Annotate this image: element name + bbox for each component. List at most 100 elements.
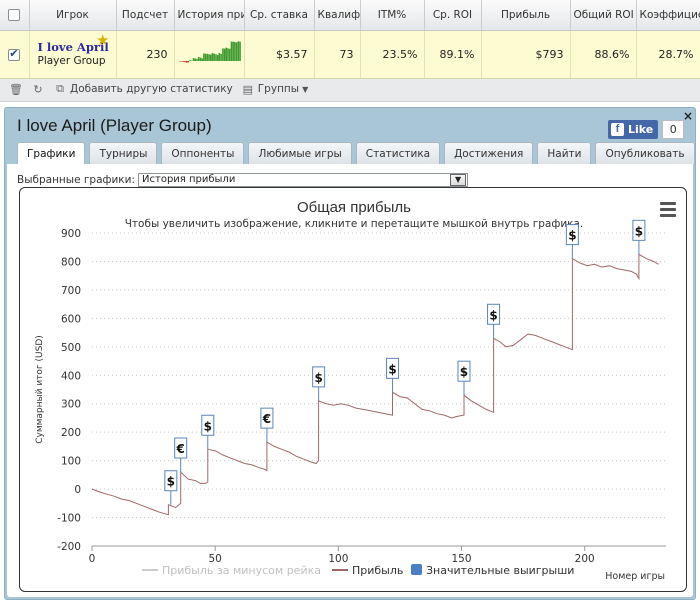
sparkline-bar	[181, 60, 184, 62]
col-header-itm[interactable]: ITM%	[360, 0, 425, 31]
col-header-avg-stake[interactable]: Ср. ставка	[244, 0, 315, 31]
tab-statistics[interactable]: Статистика	[355, 142, 441, 164]
col-header-player[interactable]: Игрок	[29, 0, 117, 31]
sparkline-bar	[178, 60, 181, 61]
legend-symbol-big-wins	[411, 564, 422, 575]
sparkline-bar	[235, 41, 237, 61]
col-header-total-roi[interactable]: Общий ROI	[570, 0, 637, 31]
chart-menu-icon[interactable]	[660, 202, 676, 220]
profit-cell: $793	[481, 30, 571, 79]
table-row[interactable]: I love April Player Group ★ 230 $3.57 73…	[0, 30, 700, 79]
big-win-flag: $	[201, 414, 215, 450]
tab-tournaments[interactable]: Турниры	[89, 142, 158, 164]
chart-svg[interactable]: Общая прибыль Чтобы увеличить изображение…	[20, 188, 687, 592]
big-win-flag: $	[312, 366, 326, 401]
sparkline-bar	[185, 60, 187, 63]
flag-box	[386, 357, 400, 379]
row-checkbox[interactable]	[8, 47, 21, 61]
x-tick-label: 150	[452, 553, 472, 565]
y-tick-label: 500	[61, 342, 81, 354]
total-roi-cell: 88.6%	[570, 30, 637, 79]
stats-table: Игрок Подсчет История при Ср. ставка Ква…	[0, 0, 700, 102]
sparkline-bar	[214, 53, 217, 61]
chart-selector-label: Выбранные графики:	[17, 174, 136, 186]
sparkline-bar	[212, 53, 215, 61]
chart-select-value: История прибыли	[142, 174, 236, 185]
player-name[interactable]: I love April	[37, 40, 109, 54]
flag-label: $	[167, 475, 175, 489]
sparkline-bar	[223, 48, 225, 61]
refresh-icon[interactable]: ↻	[33, 82, 43, 96]
legend-item-big-wins: Значительные выигрыши	[426, 564, 574, 577]
x-tick-label: 100	[328, 553, 348, 565]
chart-select[interactable]: История прибыли ▼	[138, 173, 469, 187]
y-axis-label: Суммарный итог (USD)	[35, 335, 45, 444]
add-stats-label: Добавить другую статистику	[70, 83, 233, 95]
star-icon: ★	[96, 30, 110, 49]
sparkline-bar	[219, 53, 222, 61]
sparkline-bar	[187, 60, 189, 62]
x-axis-label: Номер игры	[605, 571, 665, 582]
avg-roi-cell: 89.1%	[424, 30, 482, 79]
sparkline-bar	[202, 52, 205, 61]
row-select-cell[interactable]	[0, 30, 30, 79]
flag-box	[632, 219, 646, 241]
y-tick-label: 700	[61, 285, 81, 297]
y-tick-label: 100	[61, 456, 81, 468]
y-tick-label: 400	[61, 370, 81, 382]
sparkline-bar	[211, 52, 213, 61]
sparkline-bar	[195, 58, 198, 61]
col-header-history[interactable]: История при	[174, 0, 245, 31]
facebook-icon: f	[611, 123, 624, 136]
big-win-flag: $	[487, 303, 501, 339]
y-tick-label: 0	[74, 484, 81, 496]
profit-chart[interactable]: Общая прибыль Чтобы увеличить изображение…	[19, 187, 687, 592]
flag-label: $	[635, 224, 643, 238]
panel-title: I love April (Player Group)	[17, 116, 212, 135]
sparkline-bar	[192, 57, 194, 61]
trash-icon[interactable]: 🗑	[9, 82, 23, 96]
tab-charts[interactable]: Графики	[17, 142, 86, 165]
flag-label: €	[176, 442, 185, 456]
sparkline-bar	[228, 48, 230, 61]
flag-label: $	[489, 308, 497, 322]
sparkline-bar	[233, 41, 236, 61]
flag-label: $	[314, 371, 322, 385]
y-tick-label: 900	[61, 228, 81, 240]
facebook-like-button[interactable]: f Like	[608, 120, 659, 139]
tab-achievements[interactable]: Достижения	[444, 142, 534, 164]
flag-label: $	[568, 229, 576, 243]
history-sparkline-cell	[174, 30, 245, 79]
count-cell: 230	[116, 30, 175, 79]
x-tick-label: 0	[89, 553, 96, 565]
select-all-header[interactable]	[0, 0, 30, 31]
y-tick-label: -100	[57, 513, 81, 525]
col-header-count[interactable]: Подсчет	[116, 0, 175, 31]
groups-button[interactable]: ▤ Группы ▼	[241, 83, 309, 96]
tab-favorite-games[interactable]: Любимые игры	[248, 142, 352, 164]
col-header-avg-roi[interactable]: Ср. ROI	[424, 0, 482, 31]
col-header-profit[interactable]: Прибыль	[481, 0, 571, 31]
select-all-checkbox[interactable]	[8, 8, 21, 21]
player-group: Player Group	[37, 55, 106, 67]
col-header-qualif[interactable]: Квалиф	[314, 0, 361, 31]
stats-grid: Игрок Подсчет История при Ср. ставка Ква…	[0, 0, 700, 79]
flag-label: $	[204, 419, 212, 433]
flag-box	[312, 366, 326, 388]
tab-opponents[interactable]: Оппоненты	[161, 142, 245, 164]
sparkline-bar	[237, 40, 239, 61]
chevron-down-icon: ▼	[302, 84, 309, 94]
sparkline-bar	[190, 60, 193, 61]
flag-box	[487, 303, 501, 325]
groups-label: Группы	[257, 83, 300, 95]
sparkline-bar	[197, 56, 199, 61]
tab-find[interactable]: Найти	[537, 142, 592, 164]
chevron-down-icon[interactable]: ▼	[450, 174, 467, 186]
player-cell[interactable]: I love April Player Group ★	[29, 30, 117, 79]
tab-publish[interactable]: Опубликовать	[595, 142, 695, 164]
sparkline-bar	[226, 47, 229, 61]
col-header-coef[interactable]: Коэффициент	[636, 0, 700, 31]
sparkline-bar	[199, 57, 201, 61]
close-icon[interactable]: ×	[682, 109, 693, 123]
add-stats-button[interactable]: ⧉ Добавить другую статистику	[53, 82, 233, 96]
